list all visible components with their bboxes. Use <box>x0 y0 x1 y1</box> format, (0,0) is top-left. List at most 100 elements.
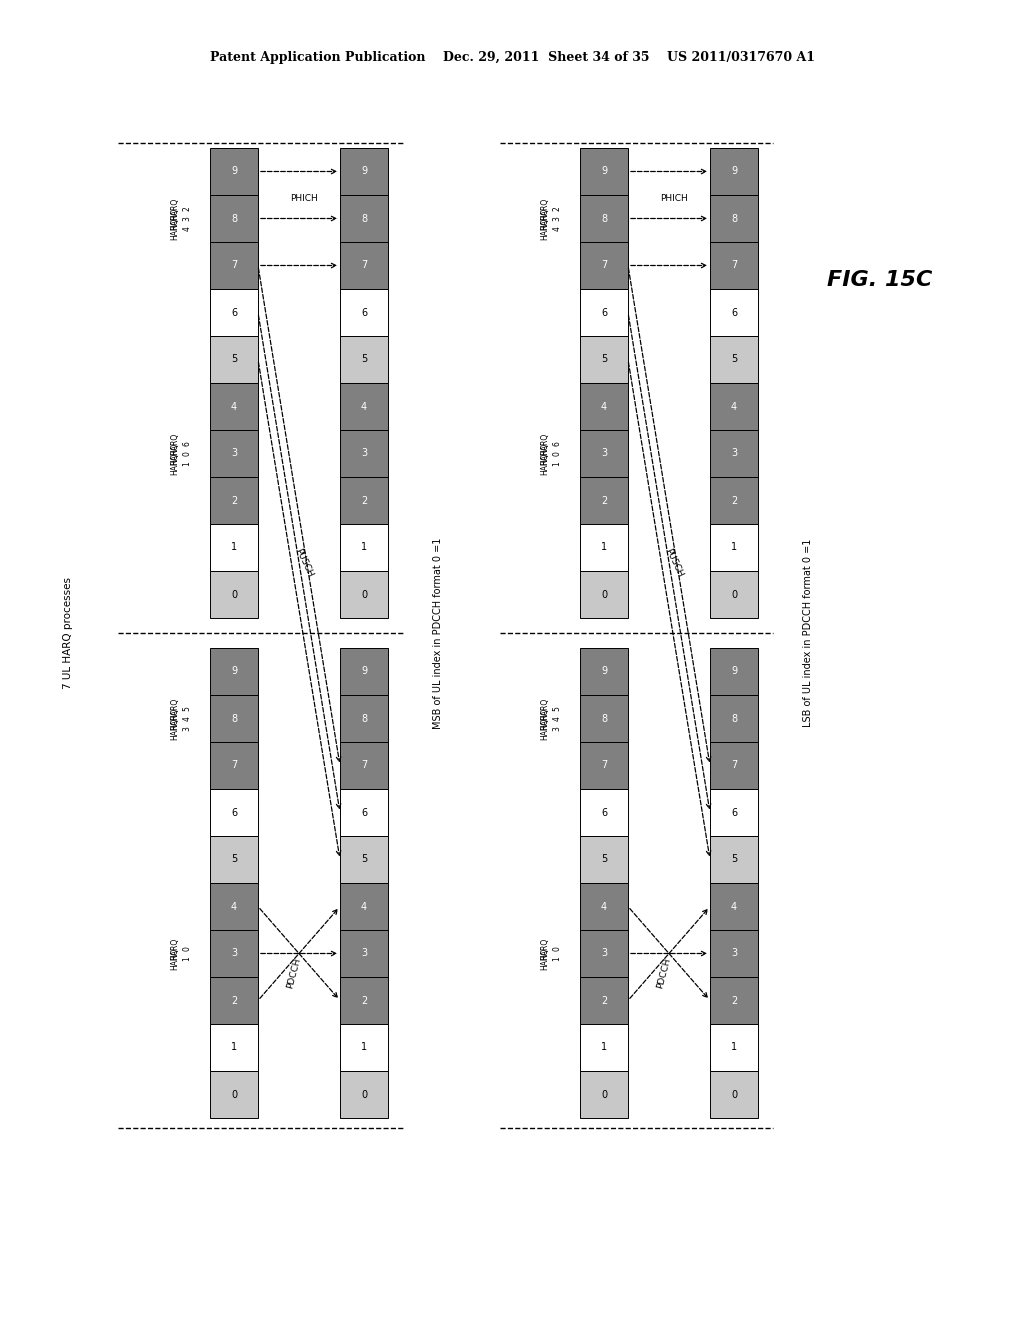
Text: 7: 7 <box>731 260 737 271</box>
Text: 5: 5 <box>182 706 191 711</box>
Text: PUSCH: PUSCH <box>294 546 314 578</box>
Text: 2: 2 <box>731 495 737 506</box>
Text: HARQ: HARQ <box>541 717 550 739</box>
Bar <box>710 524 758 572</box>
Text: 0: 0 <box>360 1089 367 1100</box>
Text: HARQ: HARQ <box>541 937 550 960</box>
Text: 9: 9 <box>231 166 238 177</box>
Text: 4: 4 <box>731 902 737 912</box>
Text: 3: 3 <box>231 949 238 958</box>
Text: 0: 0 <box>231 590 238 599</box>
Bar <box>340 242 388 289</box>
Text: 4: 4 <box>360 401 367 412</box>
Bar <box>340 696 388 742</box>
Bar <box>210 789 258 836</box>
Text: 6: 6 <box>231 808 238 817</box>
Bar <box>710 789 758 836</box>
Text: HARQ: HARQ <box>541 453 550 475</box>
Bar <box>580 1071 628 1118</box>
Text: 6: 6 <box>360 808 367 817</box>
Text: HARQ: HARQ <box>171 717 179 739</box>
Bar <box>210 572 258 618</box>
Text: 4: 4 <box>553 715 561 721</box>
Text: 5: 5 <box>230 854 238 865</box>
Text: 7 UL HARQ processes: 7 UL HARQ processes <box>63 577 73 689</box>
Bar <box>580 648 628 696</box>
Text: 2: 2 <box>731 995 737 1006</box>
Text: 4: 4 <box>731 401 737 412</box>
Bar <box>340 883 388 931</box>
Text: HARQ: HARQ <box>171 442 179 465</box>
Bar <box>580 289 628 337</box>
Bar <box>580 337 628 383</box>
Bar <box>340 148 388 195</box>
Text: 2: 2 <box>360 495 368 506</box>
Bar <box>340 789 388 836</box>
Bar <box>580 742 628 789</box>
Bar <box>210 883 258 931</box>
Text: 0: 0 <box>553 946 561 950</box>
Bar <box>340 1071 388 1118</box>
Bar <box>710 477 758 524</box>
Text: 8: 8 <box>231 714 238 723</box>
Text: 1: 1 <box>553 956 561 961</box>
Text: HARQ: HARQ <box>171 937 179 960</box>
Text: 5: 5 <box>731 355 737 364</box>
Bar <box>710 931 758 977</box>
Text: PUSCH: PUSCH <box>664 546 685 578</box>
Bar <box>580 931 628 977</box>
Bar <box>580 383 628 430</box>
Text: 8: 8 <box>601 714 607 723</box>
Bar <box>710 1071 758 1118</box>
Text: 8: 8 <box>360 214 367 223</box>
Bar <box>210 696 258 742</box>
Text: 0: 0 <box>601 590 607 599</box>
Text: HARQ: HARQ <box>171 948 179 970</box>
Text: PDCCH: PDCCH <box>655 957 673 990</box>
Text: 5: 5 <box>731 854 737 865</box>
Text: 2: 2 <box>601 995 607 1006</box>
Text: 6: 6 <box>731 308 737 318</box>
Text: 9: 9 <box>601 166 607 177</box>
Text: 4: 4 <box>601 902 607 912</box>
Text: LSB of UL index in PDCCH format 0 =1: LSB of UL index in PDCCH format 0 =1 <box>803 539 813 727</box>
Bar <box>210 383 258 430</box>
Text: 4: 4 <box>231 902 238 912</box>
Bar <box>580 883 628 931</box>
Text: 3: 3 <box>553 216 561 220</box>
Bar <box>580 148 628 195</box>
Text: HARQ: HARQ <box>541 433 550 454</box>
Text: 0: 0 <box>231 1089 238 1100</box>
Text: HARQ: HARQ <box>171 433 179 454</box>
Text: HARQ: HARQ <box>541 442 550 465</box>
Bar <box>580 789 628 836</box>
Text: PHICH: PHICH <box>290 194 317 203</box>
Text: 9: 9 <box>731 166 737 177</box>
Bar <box>340 195 388 242</box>
Bar <box>710 883 758 931</box>
Text: 7: 7 <box>230 760 238 771</box>
Text: 8: 8 <box>360 714 367 723</box>
Text: 4: 4 <box>182 226 191 231</box>
Bar <box>580 836 628 883</box>
Text: 4: 4 <box>360 902 367 912</box>
Text: 1: 1 <box>601 1043 607 1052</box>
Text: 0: 0 <box>182 946 191 950</box>
Bar <box>710 148 758 195</box>
Text: 9: 9 <box>731 667 737 676</box>
Text: 6: 6 <box>601 808 607 817</box>
Text: 9: 9 <box>360 667 367 676</box>
Text: HARQ: HARQ <box>541 198 550 219</box>
Text: 1: 1 <box>360 543 367 553</box>
Text: 3: 3 <box>601 949 607 958</box>
Text: HARQ: HARQ <box>541 708 550 730</box>
Text: HARQ: HARQ <box>171 453 179 475</box>
Text: HARQ: HARQ <box>171 198 179 219</box>
Text: HARQ: HARQ <box>541 697 550 719</box>
Text: 2: 2 <box>360 995 368 1006</box>
Bar <box>210 1024 258 1071</box>
Bar <box>210 148 258 195</box>
Bar <box>710 648 758 696</box>
Text: 1: 1 <box>231 543 238 553</box>
Bar <box>580 977 628 1024</box>
